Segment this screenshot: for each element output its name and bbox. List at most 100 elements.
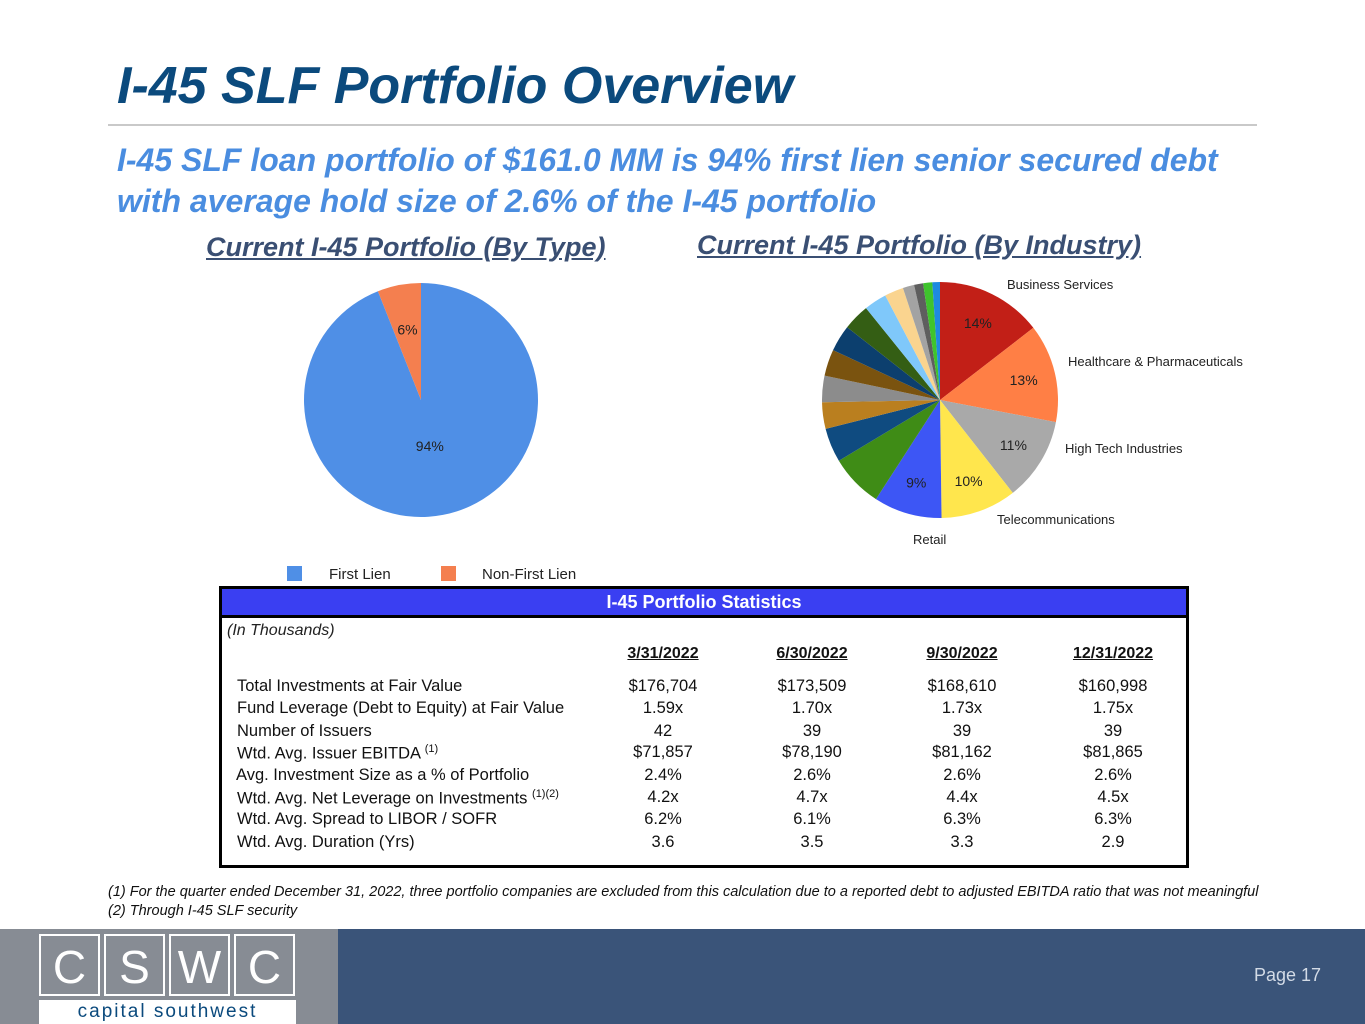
legend-swatch-first-lien xyxy=(287,566,302,581)
row-label-text: Wtd. Avg. Duration (Yrs) xyxy=(237,833,415,851)
page-subtitle: I-45 SLF loan portfolio of $161.0 MM is … xyxy=(117,142,1218,219)
legend-label-non-first-lien: Non-First Lien xyxy=(482,566,577,583)
industry-pie-slice xyxy=(885,287,940,400)
table-cell: 2.6% xyxy=(1094,766,1132,784)
column-header: 6/30/2022 xyxy=(776,645,848,662)
table-cell: 1.73x xyxy=(941,699,983,717)
table-cell: 6.3% xyxy=(943,810,981,828)
industry-pie-slice xyxy=(940,400,1013,518)
industry-pie-slice xyxy=(847,308,940,400)
cswc-logo: C S W C capital southwest xyxy=(39,934,296,1024)
industry-pie-slice xyxy=(940,327,1058,423)
industry-pie-slice xyxy=(932,282,940,400)
row-label: Wtd. Avg. Net Leverage on Investments (1… xyxy=(237,788,559,809)
industry-pie-slice xyxy=(902,284,940,400)
row-label-text: Avg. Investment Size as a % of Portfolio xyxy=(236,766,530,784)
footnotes: (1) For the quarter ended December 31, 2… xyxy=(108,883,1258,921)
table-row: Wtd. Avg. Spread to LIBOR / SOFR 6.2% 6.1%… xyxy=(222,810,1186,832)
table-row: Fund Leverage (Debt to Equity) at Fair V… xyxy=(222,699,1186,721)
column-header: 12/31/2022 xyxy=(1072,645,1154,662)
title-divider xyxy=(108,124,1257,126)
logo-letter: W xyxy=(169,934,230,996)
table-cell: 6.1% xyxy=(793,810,831,828)
industry-pie-category-label: Telecommunications xyxy=(997,512,1115,527)
table-cell: 39 xyxy=(802,722,822,740)
table-cell: 3.6 xyxy=(651,833,675,851)
type-chart-title: Current I-45 Portfolio (By Type) xyxy=(206,232,606,262)
table-cell: 2.6% xyxy=(793,766,831,784)
table-cell: $81,865 xyxy=(1083,743,1143,761)
footnote-1: (1) For the quarter ended December 31, 2… xyxy=(108,884,1259,900)
row-label: Wtd. Avg. Spread to LIBOR / SOFR xyxy=(237,810,497,829)
table-cell: 3.5 xyxy=(800,833,824,851)
table-cell: 1.75x xyxy=(1092,699,1134,717)
industry-pie-slice xyxy=(914,283,940,400)
row-footnote-ref: (1) xyxy=(424,743,439,755)
table-cell: 4.5x xyxy=(1097,788,1129,806)
logo-letter: S xyxy=(104,934,165,996)
row-label-text: Number of Issuers xyxy=(237,722,372,740)
row-label: Wtd. Avg. Duration (Yrs) xyxy=(237,833,415,852)
table-cell: 2.9 xyxy=(1101,833,1125,851)
type-pie-chart: 94% 6% 14% 13% 11% 10% 9% Business Services Heal… xyxy=(304,277,1243,547)
table-row: Wtd. Avg. Duration (Yrs) 3.6 3.5 3.3 2.9 xyxy=(222,833,1186,855)
industry-pie-slice xyxy=(822,375,940,403)
table-cell: $71,857 xyxy=(633,743,693,761)
footnote-2: (2) Through I-45 SLF security xyxy=(108,903,298,919)
table-row: Wtd. Avg. Issuer EBITDA (1) $71,857 $78,19… xyxy=(222,743,1186,765)
table-cell: 42 xyxy=(653,722,673,740)
table-cell: 4.2x xyxy=(647,788,679,806)
page-number: Page 17 xyxy=(1254,965,1322,985)
table-cell: $81,162 xyxy=(932,743,992,761)
industry-pie-slice xyxy=(838,400,940,500)
table-row: Avg. Investment Size as a % of Portfolio… xyxy=(222,766,1186,788)
row-label: Fund Leverage (Debt to Equity) at Fair V… xyxy=(237,699,564,718)
industry-pie-category-label: High Tech Industries xyxy=(1065,441,1183,456)
industry-pie-data-label: 9% xyxy=(906,475,926,491)
industry-pie-slice xyxy=(875,400,942,518)
row-label: Avg. Investment Size as a % of Portfolio xyxy=(236,766,529,785)
industry-pie-slice xyxy=(940,282,1034,400)
industry-pie-data-label: 13% xyxy=(1010,372,1038,388)
table-row: Total Investments at Fair Value $176,704 $… xyxy=(222,677,1186,699)
type-pie-slice xyxy=(304,283,539,517)
table-cell: 3.3 xyxy=(950,833,974,851)
table-cell: $168,610 xyxy=(927,677,997,695)
row-label: Total Investments at Fair Value xyxy=(237,677,462,696)
industry-pie-slice xyxy=(822,400,940,429)
industry-pie-slice xyxy=(940,400,1056,493)
industry-pie-slice xyxy=(833,327,940,400)
statistics-unit-note: (In Thousands) xyxy=(227,622,335,639)
industry-chart-title: Current I-45 Portfolio (By Industry) xyxy=(697,230,1142,260)
industry-pie-category-label: Business Services xyxy=(1007,277,1114,292)
industry-pie-slice xyxy=(923,282,940,400)
table-cell: $173,509 xyxy=(777,677,847,695)
page-title: I-45 SLF Portfolio Overview xyxy=(117,57,794,115)
industry-pie-slice xyxy=(825,400,940,461)
logo-wordmark: capital southwest xyxy=(39,1000,296,1024)
industry-pie-category-label: Retail xyxy=(913,532,946,547)
table-row: Number of Issuers 42 39 39 39 xyxy=(222,722,1186,744)
logo-letter: C xyxy=(39,934,100,996)
row-label-text: Wtd. Avg. Issuer EBITDA xyxy=(237,744,421,763)
row-footnote-ref: (1)(2) xyxy=(532,788,559,800)
portfolio-statistics-table: I-45 Portfolio Statistics (In Thousands)… xyxy=(219,586,1189,868)
table-cell: 6.3% xyxy=(1094,810,1132,828)
statistics-header: I-45 Portfolio Statistics xyxy=(222,589,1186,618)
legend-swatch-non-first-lien xyxy=(441,566,456,581)
type-pie-data-label: 94% xyxy=(416,438,444,454)
row-label: Number of Issuers xyxy=(237,722,372,741)
row-label-text: Fund Leverage (Debt to Equity) at Fair V… xyxy=(237,699,565,717)
row-label-text: Wtd. Avg. Net Leverage on Investments xyxy=(237,789,528,808)
row-label-text: Total Investments at Fair Value xyxy=(237,677,463,695)
industry-pie-data-label: 11% xyxy=(1000,437,1027,453)
industry-pie-data-label: 14% xyxy=(964,315,992,331)
legend-label-first-lien: First Lien xyxy=(329,566,391,583)
industry-pie-category-label: Healthcare & Pharmaceuticals xyxy=(1068,354,1243,369)
table-cell: 2.6% xyxy=(943,766,981,784)
table-cell: 6.2% xyxy=(644,810,682,828)
industry-pie-slice xyxy=(824,350,940,400)
table-cell: 4.7x xyxy=(796,788,828,806)
row-label: Wtd. Avg. Issuer EBITDA (1) xyxy=(237,743,438,764)
type-pie-data-label: 6% xyxy=(397,321,417,337)
